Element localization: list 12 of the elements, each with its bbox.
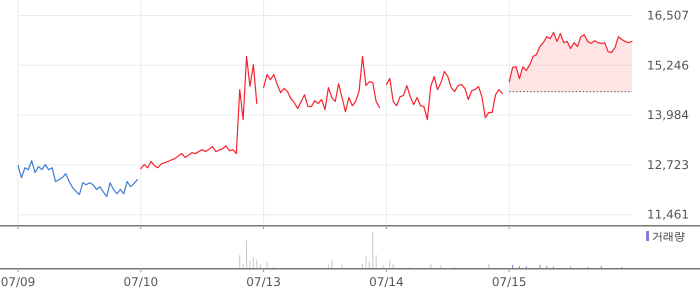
- y-tick-label: 12,723: [647, 158, 689, 172]
- x-tick-label: 07/09: [0, 275, 36, 289]
- x-tick-label: 07/10: [124, 275, 158, 289]
- y-tick-label: 11,461: [647, 208, 689, 222]
- y-tick-label: 16,507: [647, 8, 689, 23]
- x-tick-label: 07/15: [492, 275, 526, 289]
- y-tick-label: 15,246: [647, 58, 689, 72]
- legend-label: 거래량: [652, 230, 685, 243]
- x-tick-label: 07/13: [246, 275, 281, 289]
- line-series: [17, 160, 138, 198]
- x-tick-label: 07/14: [369, 275, 404, 289]
- y-tick-label: 13,984: [647, 108, 689, 122]
